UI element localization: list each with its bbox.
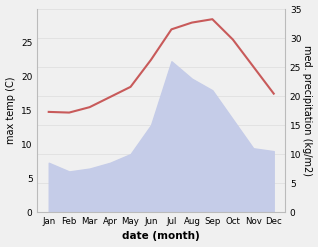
- Y-axis label: med. precipitation (kg/m2): med. precipitation (kg/m2): [302, 45, 313, 176]
- Y-axis label: max temp (C): max temp (C): [5, 77, 16, 144]
- X-axis label: date (month): date (month): [122, 231, 200, 242]
